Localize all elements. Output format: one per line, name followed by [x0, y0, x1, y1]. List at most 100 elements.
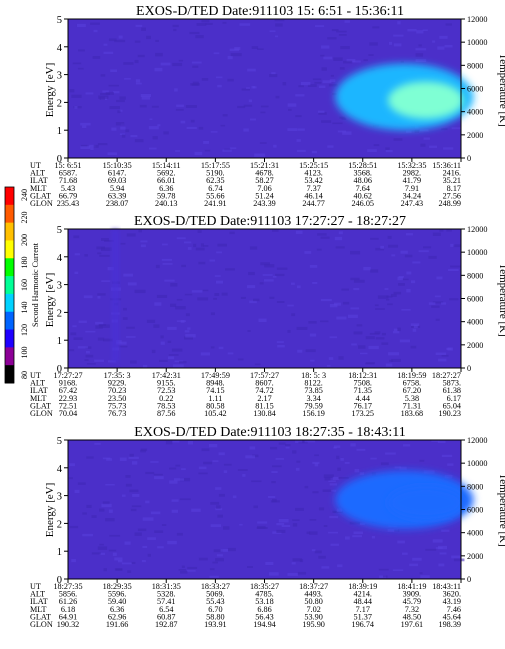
- heatmap-speckle: [251, 46, 259, 49]
- table-cell: 58.27: [255, 176, 273, 185]
- colorbar-swatch: [5, 222, 14, 241]
- heatmap-speckle: [437, 46, 445, 50]
- row-label: UT: [30, 371, 41, 380]
- heatmap-speckle: [278, 442, 286, 445]
- y2-tick-label: 0: [467, 154, 471, 163]
- heatmap-speckle: [76, 23, 86, 28]
- heatmap-speckle: [73, 106, 82, 109]
- heatmap-speckle: [112, 552, 117, 556]
- heatmap-speckle: [82, 533, 93, 537]
- heatmap-speckle: [250, 118, 256, 121]
- heatmap-speckle: [276, 522, 285, 526]
- y-tick-label: 1: [57, 126, 62, 137]
- heatmap-speckle: [140, 448, 148, 452]
- heatmap-speckle: [247, 285, 256, 289]
- table-cell: 3568.: [354, 169, 372, 178]
- heatmap-speckle: [271, 72, 276, 75]
- heatmap-speckle: [249, 446, 256, 450]
- heatmap-speckle: [350, 277, 360, 281]
- table-cell: 62.96: [108, 612, 126, 621]
- heatmap-speckle: [167, 540, 177, 545]
- heatmap-speckle: [176, 104, 184, 107]
- heatmap-speckle: [441, 128, 448, 131]
- heatmap-speckle: [409, 563, 418, 567]
- heatmap-speckle: [85, 354, 94, 358]
- heatmap-speckle: [446, 229, 452, 232]
- heatmap-speckle: [148, 126, 159, 130]
- table-cell: 53.90: [304, 612, 322, 621]
- heatmap-speckle: [329, 483, 338, 486]
- heatmap-speckle: [353, 331, 363, 335]
- heatmap-speckle: [200, 243, 204, 247]
- heatmap-speckle: [306, 531, 311, 535]
- heatmap-speckle: [125, 483, 132, 487]
- table-cell: 190.23: [438, 409, 461, 418]
- table-cell: 61.26: [59, 597, 77, 606]
- heatmap-speckle: [102, 338, 113, 342]
- heatmap-feature-core: [388, 486, 464, 520]
- heatmap-speckle: [323, 525, 328, 527]
- heatmap-speckle: [423, 470, 435, 474]
- table-cell: 156.19: [302, 409, 325, 418]
- heatmap-speckle: [387, 528, 398, 532]
- heatmap-speckle: [171, 509, 179, 513]
- heatmap-speckle: [262, 274, 273, 276]
- heatmap-speckle: [393, 43, 402, 47]
- heatmap-speckle: [69, 525, 79, 529]
- table-cell: 41.79: [403, 176, 421, 185]
- table-cell: 130.84: [253, 409, 276, 418]
- table-cell: 238.07: [106, 199, 129, 208]
- heatmap-speckle: [331, 29, 339, 32]
- table-cell: 243.39: [253, 199, 276, 208]
- table-cell: 6.17: [447, 394, 461, 403]
- heatmap-speckle: [351, 343, 357, 346]
- heatmap-speckle: [296, 139, 301, 142]
- table-cell: 15:21:31: [250, 161, 279, 170]
- table-cell: 6587.: [59, 169, 77, 178]
- table-cell: 8122.: [304, 379, 322, 388]
- heatmap-speckle: [98, 95, 109, 99]
- heatmap-speckle: [347, 314, 358, 318]
- heatmap-speckle: [134, 40, 141, 43]
- heatmap-speckle: [287, 329, 291, 333]
- heatmap-speckle: [451, 555, 461, 559]
- y-tick-label: 0: [57, 154, 62, 165]
- table-cell: 4785.: [255, 590, 273, 599]
- table-cell: 53.42: [304, 176, 322, 185]
- heatmap-speckle: [305, 349, 316, 353]
- heatmap-speckle: [131, 561, 136, 564]
- y2-axis-label: Temperature [K]: [497, 263, 505, 336]
- heatmap-speckle: [141, 560, 146, 563]
- colorbar-swatch: [5, 258, 14, 277]
- heatmap-speckle: [164, 279, 175, 282]
- colorbar-tick-label: 180: [20, 257, 29, 269]
- heatmap-speckle: [92, 56, 101, 59]
- table-cell: 6.70: [208, 605, 222, 614]
- heatmap-speckle: [257, 48, 264, 50]
- heatmap-speckle: [392, 331, 400, 334]
- heatmap-speckle: [398, 275, 404, 278]
- y2-tick-label: 4000: [467, 529, 483, 538]
- heatmap-speckle: [312, 491, 319, 494]
- row-label: ALT: [30, 169, 45, 178]
- colorbar-tick-label: 240: [20, 189, 29, 201]
- heatmap-speckle: [176, 320, 187, 322]
- row-label: GLAT: [30, 401, 51, 410]
- heatmap-speckle: [353, 531, 363, 535]
- y2-tick-label: 12000: [467, 15, 487, 24]
- heatmap-speckle: [70, 332, 77, 336]
- table-cell: 60.87: [157, 612, 175, 621]
- heatmap-speckle: [214, 293, 220, 296]
- table-cell: 9155.: [157, 379, 175, 388]
- heatmap-speckle: [327, 37, 337, 40]
- y-tick-label: 3: [57, 492, 62, 503]
- heatmap-speckle: [147, 537, 156, 540]
- heatmap-speckle: [179, 361, 187, 364]
- heatmap-speckle: [86, 456, 94, 459]
- colorbar-swatch: [5, 365, 14, 384]
- heatmap-speckle: [147, 553, 151, 557]
- table-cell: 6.18: [61, 605, 75, 614]
- heatmap-speckle: [134, 289, 146, 294]
- heatmap-speckle: [380, 462, 389, 466]
- y2-tick-label: 6000: [467, 85, 483, 94]
